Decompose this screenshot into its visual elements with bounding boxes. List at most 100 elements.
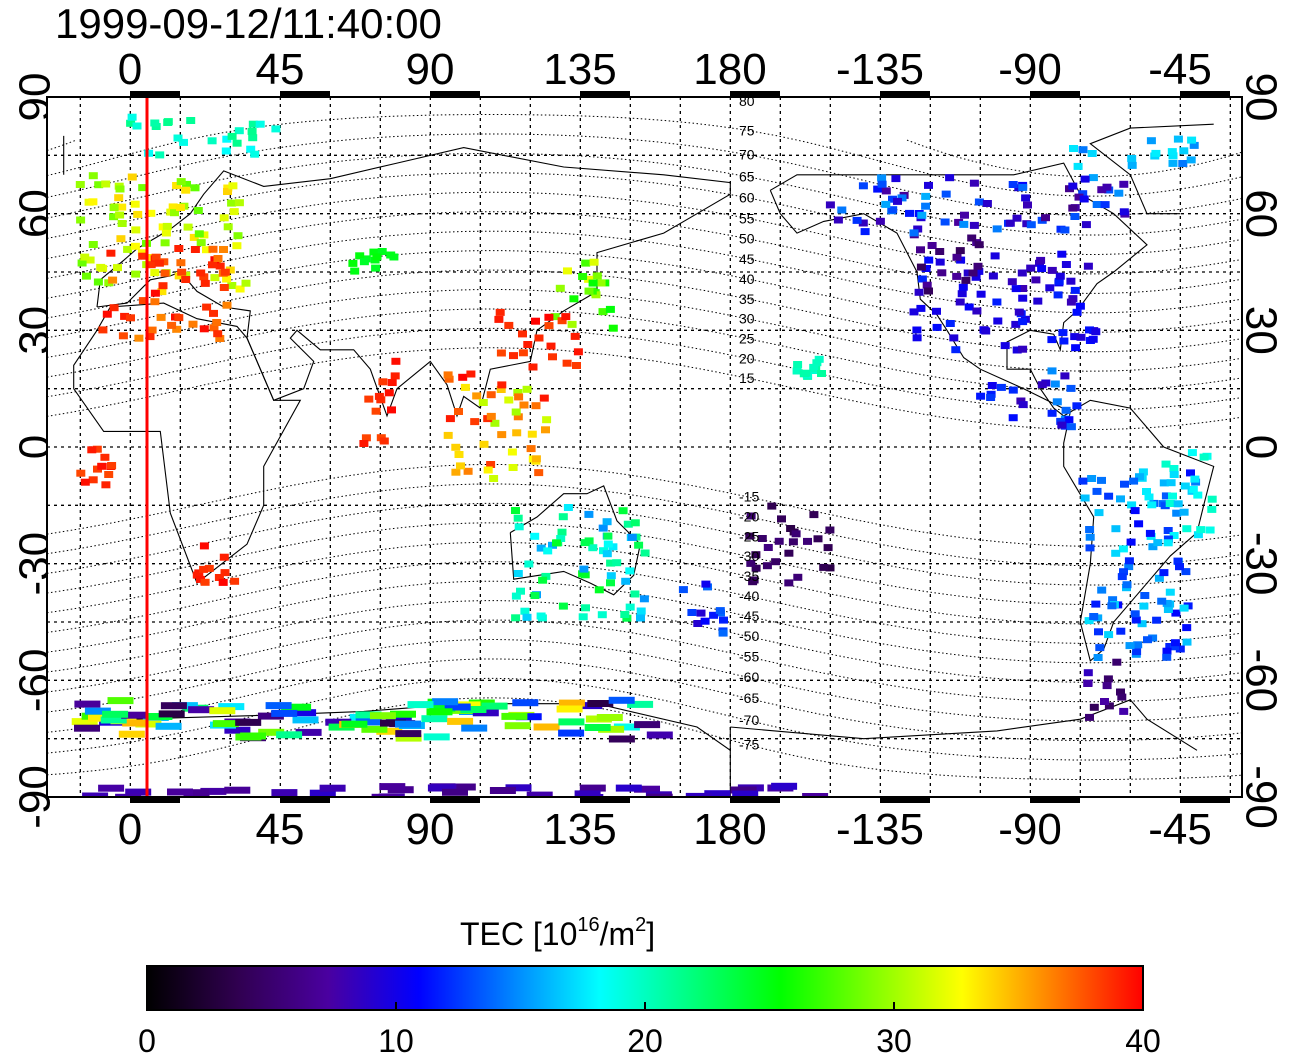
tec-point	[1178, 160, 1188, 167]
tec-point	[1154, 574, 1164, 582]
tec-point	[173, 134, 183, 142]
map-frame	[46, 96, 1243, 798]
tec-point	[924, 256, 934, 264]
tec-point	[913, 225, 923, 233]
tec-point	[1171, 609, 1181, 617]
tec-point	[427, 784, 454, 792]
tec-point	[627, 700, 654, 708]
tec-point	[444, 703, 471, 711]
tec-point	[530, 532, 540, 540]
magnetic-latitude-label: -30	[739, 548, 759, 564]
tec-point	[222, 275, 232, 283]
tec-point	[460, 383, 470, 391]
tec-point	[183, 223, 193, 231]
magnetic-latitude-contour	[47, 230, 1242, 314]
tec-point	[1172, 509, 1182, 517]
tec-point	[858, 219, 868, 227]
tec-point	[1095, 644, 1105, 652]
right-latitude-label: -60	[1237, 649, 1286, 713]
tec-point	[1169, 532, 1179, 539]
tec-point	[234, 127, 244, 135]
tec-point	[514, 523, 524, 531]
tec-point	[1081, 221, 1091, 229]
tec-point	[746, 512, 756, 520]
tec-point	[1143, 636, 1152, 644]
tec-point	[168, 203, 178, 211]
tec-point	[247, 127, 257, 135]
tec-point	[974, 198, 984, 206]
tec-point	[951, 346, 961, 354]
tec-point	[1152, 616, 1162, 624]
tec-point	[819, 563, 829, 571]
magnetic-latitude-contour	[47, 483, 1242, 567]
tec-point	[539, 394, 549, 402]
tec-point	[126, 119, 136, 127]
tec-point	[1160, 502, 1170, 510]
tec-point	[115, 793, 142, 797]
tec-point	[687, 609, 697, 616]
magnetic-latitude-contour	[47, 211, 1242, 294]
tec-point	[1008, 181, 1018, 188]
tec-point	[85, 256, 95, 264]
tec-point	[784, 549, 794, 557]
tec-point	[1168, 159, 1178, 167]
tec-point	[377, 248, 387, 255]
tec-point	[479, 440, 489, 448]
tec-point	[793, 361, 803, 368]
tec-point	[426, 708, 453, 716]
tec-point	[1011, 285, 1021, 293]
tec-point	[646, 731, 673, 739]
tec-point	[88, 198, 98, 206]
tec-point	[1085, 544, 1095, 552]
tec-point	[82, 272, 91, 280]
tec-point	[963, 269, 973, 277]
tec-point	[1166, 479, 1176, 487]
tec-point	[361, 434, 371, 442]
tec-point	[1097, 186, 1107, 194]
tec-point	[290, 709, 317, 717]
frame-tick-top	[580, 91, 630, 97]
tec-point	[1173, 500, 1183, 508]
tec-point	[587, 700, 614, 707]
tec-point	[574, 790, 601, 797]
tec-point	[570, 332, 580, 340]
tec-point	[1116, 688, 1125, 696]
tec-point	[1207, 505, 1217, 513]
tec-point	[1026, 264, 1036, 272]
tec-point	[621, 577, 631, 585]
tec-point	[608, 324, 618, 332]
tec-point	[146, 261, 156, 269]
tec-point	[113, 264, 122, 272]
tec-point	[625, 603, 635, 611]
tec-point	[636, 607, 646, 615]
tec-point	[172, 182, 182, 189]
tec-point	[454, 408, 463, 415]
tec-point	[640, 549, 650, 557]
tec-point	[309, 789, 336, 797]
tec-point	[181, 186, 191, 194]
tec-point	[407, 701, 434, 709]
tec-point	[531, 455, 541, 463]
tec-point	[825, 564, 835, 572]
tec-point	[550, 313, 560, 321]
tec-point	[1023, 201, 1032, 209]
tec-point	[146, 209, 156, 217]
tec-point	[372, 253, 382, 261]
tec-point	[115, 185, 125, 193]
tec-point	[860, 228, 870, 236]
tec-point	[1130, 507, 1140, 515]
magnetic-latitude-label: -15	[739, 489, 759, 505]
tec-point	[489, 787, 516, 794]
tec-point	[200, 787, 227, 795]
tec-point	[526, 445, 536, 453]
tec-point	[364, 395, 374, 403]
tec-point	[1118, 545, 1128, 553]
tec-point	[160, 702, 187, 710]
tec-point	[443, 431, 453, 439]
tec-point	[1137, 620, 1147, 628]
tec-point	[374, 392, 384, 400]
tec-point	[512, 429, 522, 437]
tec-point	[77, 259, 87, 267]
tec-point	[1207, 495, 1217, 503]
tec-point	[223, 188, 232, 195]
